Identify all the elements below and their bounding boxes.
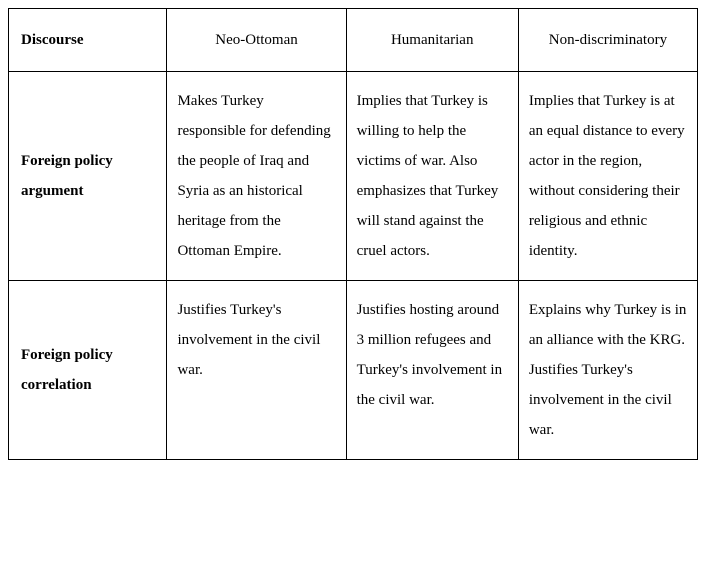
cell-argument-humanitarian: Implies that Turkey is willing to help t… [346, 72, 518, 281]
cell-argument-nondiscriminatory: Implies that Turkey is at an equal dista… [518, 72, 697, 281]
col-header-humanitarian: Humanitarian [346, 9, 518, 72]
row-label-argument: Foreign policy argument [9, 72, 167, 281]
cell-argument-neoottoman: Makes Turkey responsible for defending t… [167, 72, 346, 281]
cell-correlation-nondiscriminatory: Explains why Turkey is in an alliance wi… [518, 281, 697, 460]
table-row: Foreign policy correlation Justifies Tur… [9, 281, 698, 460]
table-row: Foreign policy argument Makes Turkey res… [9, 72, 698, 281]
col-header-neoottoman: Neo-Ottoman [167, 9, 346, 72]
col-header-nondiscriminatory: Non-discriminatory [518, 9, 697, 72]
discourse-table: Discourse Neo-Ottoman Humanitarian Non-d… [8, 8, 698, 460]
col-header-discourse: Discourse [9, 9, 167, 72]
table-header-row: Discourse Neo-Ottoman Humanitarian Non-d… [9, 9, 698, 72]
cell-correlation-neoottoman: Justifies Turkey's involvement in the ci… [167, 281, 346, 460]
row-label-correlation: Foreign policy correlation [9, 281, 167, 460]
cell-correlation-humanitarian: Justifies hosting around 3 million refug… [346, 281, 518, 460]
